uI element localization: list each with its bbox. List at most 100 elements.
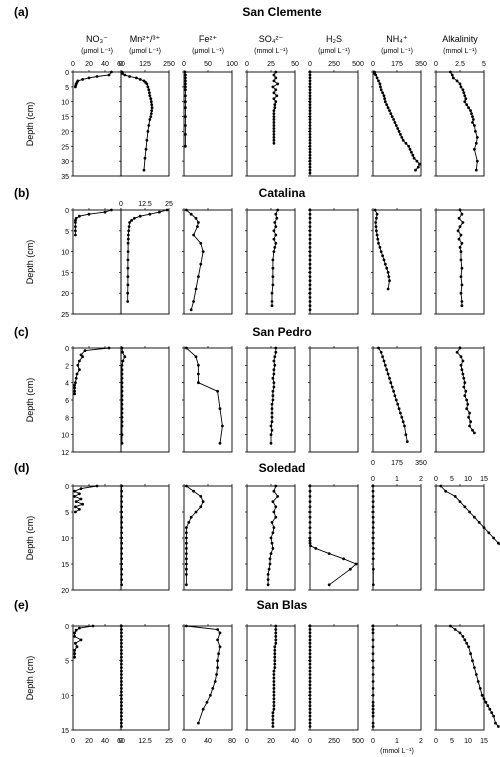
data-point xyxy=(308,539,312,542)
data-point xyxy=(274,515,278,519)
data-point xyxy=(184,85,187,89)
data-point xyxy=(126,283,130,287)
data-point xyxy=(268,562,272,566)
data-point xyxy=(184,76,187,80)
data-point xyxy=(272,697,276,701)
data-point xyxy=(463,505,467,509)
data-point xyxy=(270,402,274,406)
data-point xyxy=(269,433,273,437)
subplot-mn xyxy=(119,70,170,177)
tick-a-top-alk: 5 xyxy=(482,61,486,68)
depth-tick-label: 10 xyxy=(61,536,69,543)
data-point xyxy=(185,541,188,545)
data-point xyxy=(459,85,463,89)
tick-a-top-no3: 60 xyxy=(117,61,125,68)
tick-a-top-fe: 50 xyxy=(204,61,212,68)
data-point xyxy=(308,669,312,673)
data-point xyxy=(120,711,123,715)
data-point xyxy=(120,676,123,680)
data-point xyxy=(462,376,466,380)
data-point xyxy=(471,659,474,663)
data-point xyxy=(269,441,273,445)
data-point xyxy=(184,115,187,118)
data-point xyxy=(408,147,412,151)
data-point xyxy=(184,94,187,98)
data-point xyxy=(467,415,470,419)
series-line-alk xyxy=(450,71,478,171)
data-point xyxy=(308,121,312,124)
data-point xyxy=(486,704,490,708)
data-point xyxy=(78,508,81,511)
data-point xyxy=(120,680,123,683)
data-point xyxy=(308,495,312,498)
depth-tick-label: 35 xyxy=(61,174,69,181)
data-point xyxy=(107,346,111,350)
data-point xyxy=(418,162,421,166)
data-point xyxy=(185,526,188,529)
data-point xyxy=(308,683,312,687)
data-point xyxy=(199,495,203,498)
data-point xyxy=(308,645,312,649)
extra-tick-d_nh4_top: 0 xyxy=(371,476,375,483)
data-point xyxy=(273,246,277,249)
data-point xyxy=(460,304,464,308)
series-line-alk xyxy=(450,625,499,727)
data-point xyxy=(150,106,154,110)
data-point xyxy=(216,389,220,393)
data-point xyxy=(185,562,188,566)
data-point xyxy=(272,359,276,363)
tick-a-top-no3: 0 xyxy=(71,61,75,68)
data-point xyxy=(371,693,375,697)
data-point xyxy=(126,241,130,245)
data-point xyxy=(197,275,200,278)
col-header-nh4: NH₄⁺ xyxy=(386,34,408,44)
subplot-h2s xyxy=(308,208,359,315)
data-point xyxy=(494,721,497,725)
data-point xyxy=(463,94,467,98)
data-point xyxy=(374,221,378,224)
data-point xyxy=(120,495,123,498)
data-point xyxy=(375,76,379,80)
data-point xyxy=(87,76,91,80)
data-point xyxy=(393,121,397,124)
data-point xyxy=(120,521,123,524)
data-point xyxy=(308,127,312,130)
data-point xyxy=(194,287,198,291)
data-point xyxy=(308,676,312,680)
data-point xyxy=(81,78,84,81)
data-point xyxy=(194,355,198,359)
extra-tick-e_h2s_bottom: 250 xyxy=(328,738,340,745)
data-point xyxy=(272,138,276,142)
depth-tick-label: 5 xyxy=(65,659,69,666)
data-point xyxy=(120,552,123,555)
data-point xyxy=(133,216,136,220)
data-point xyxy=(308,711,312,715)
data-point xyxy=(473,515,476,519)
data-point xyxy=(327,583,331,587)
series-line-fe xyxy=(186,347,223,444)
data-point xyxy=(371,645,375,649)
data-point xyxy=(308,109,312,112)
data-point xyxy=(386,287,390,291)
data-point xyxy=(374,225,378,229)
data-point xyxy=(271,725,275,728)
data-point xyxy=(274,641,278,645)
data-point xyxy=(148,118,152,121)
data-point xyxy=(272,526,276,529)
data-point xyxy=(218,407,222,411)
data-point xyxy=(455,350,459,354)
series-line-no3 xyxy=(73,485,98,513)
depth-tick-label: 5 xyxy=(65,229,69,236)
data-point xyxy=(371,659,375,663)
depth-tick-label: 10 xyxy=(61,100,69,107)
data-point xyxy=(308,641,312,645)
data-point xyxy=(273,103,277,107)
data-point xyxy=(120,573,123,576)
depth-tick-label: 6 xyxy=(65,398,69,405)
data-point xyxy=(309,544,312,548)
data-point xyxy=(314,547,318,550)
data-point xyxy=(308,159,312,163)
data-point xyxy=(379,350,383,354)
extra-tick-e_so4_bottom: 0 xyxy=(245,738,249,745)
extra-tick-d_alk_top: 5 xyxy=(450,476,454,483)
